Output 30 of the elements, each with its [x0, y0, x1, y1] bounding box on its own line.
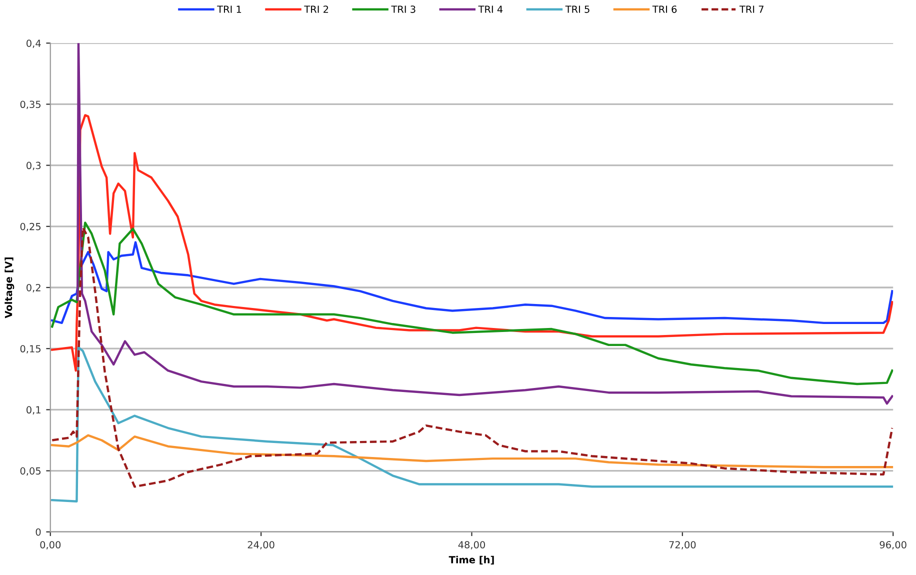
y-tick-label: 0,1 [26, 406, 40, 415]
line-series [51, 434, 894, 468]
line-series [51, 114, 894, 372]
line-series [51, 241, 894, 324]
line-series [51, 222, 894, 386]
legend-label: TRI 4 [478, 6, 503, 13]
y-tick-label: 0,3 [26, 162, 41, 170]
y-tick-label: 0,25 [20, 222, 41, 232]
x-axis-title: Time [h] [448, 556, 494, 565]
legend-label: TRI 1 [217, 6, 242, 13]
legend-label: TRI 7 [739, 6, 764, 13]
x-tick-label: 96,00 [880, 541, 906, 550]
legend-label: TRI 3 [391, 6, 416, 13]
x-tick-label: 72,00 [669, 541, 696, 550]
y-tick-label: 0,4 [26, 40, 41, 48]
legend-label: TRI 2 [304, 6, 328, 13]
y-tick-label: 0 [36, 528, 41, 536]
legend-label: TRI 6 [652, 6, 677, 13]
x-tick-label: 0,00 [40, 541, 61, 550]
line-series [76, 43, 894, 405]
x-tick-label: 48,00 [458, 541, 486, 550]
y-tick-label: 0,15 [20, 345, 41, 354]
x-tick-label: 24,00 [248, 541, 274, 550]
legend-label: TRI 5 [565, 6, 590, 13]
y-tick-label: 0,2 [26, 284, 40, 292]
y-tick-label: 0,05 [20, 467, 41, 476]
line-series [51, 226, 894, 488]
y-axis-title: Voltage [V] [4, 258, 14, 318]
y-tick-label: 0,35 [20, 100, 41, 110]
line-series [51, 346, 894, 502]
